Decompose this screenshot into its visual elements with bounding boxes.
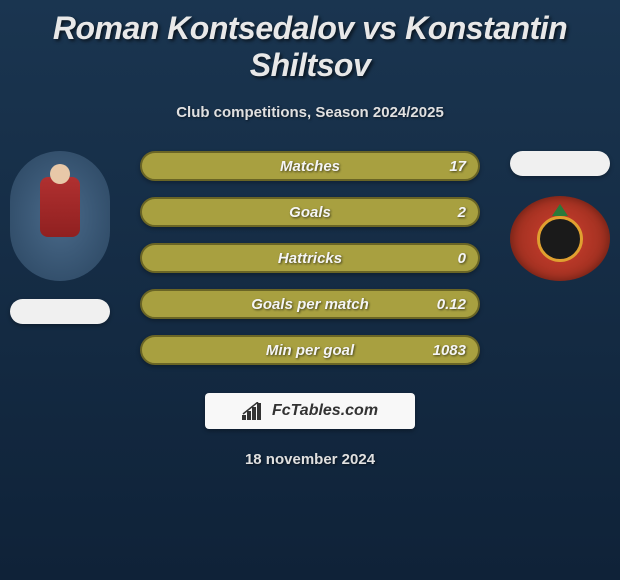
player-right-value-pill	[510, 151, 610, 176]
season-subtitle: Club competitions, Season 2024/2025	[0, 104, 620, 121]
stat-value: 2	[458, 204, 466, 221]
chart-icon	[242, 402, 266, 420]
player-left-photo	[10, 151, 110, 281]
player-left-value-pill	[10, 299, 110, 324]
main-content: Matches 17 Goals 2 Hattricks 0 Goals per…	[0, 151, 620, 381]
stat-label: Goals per match	[251, 296, 369, 313]
comparison-date: 18 november 2024	[0, 451, 620, 468]
stat-bar-goals: Goals 2	[140, 197, 480, 227]
player-right-column	[510, 151, 610, 281]
stat-value: 0	[458, 250, 466, 267]
stat-label: Matches	[280, 158, 340, 175]
stat-label: Hattricks	[278, 250, 342, 267]
player-left-column	[10, 151, 110, 324]
stat-bar-min-per-goal: Min per goal 1083	[140, 335, 480, 365]
stat-label: Min per goal	[266, 342, 354, 359]
branding-badge: FcTables.com	[205, 393, 415, 429]
stat-label: Goals	[289, 204, 331, 221]
comparison-title: Roman Kontsedalov vs Konstantin Shiltsov	[0, 0, 620, 84]
stat-bar-matches: Matches 17	[140, 151, 480, 181]
stat-bar-hattricks: Hattricks 0	[140, 243, 480, 273]
stat-value: 17	[449, 158, 466, 175]
branding-text: FcTables.com	[272, 402, 378, 420]
stat-value: 1083	[433, 342, 466, 359]
stat-bar-goals-per-match: Goals per match 0.12	[140, 289, 480, 319]
stat-value: 0.12	[437, 296, 466, 313]
stats-list: Matches 17 Goals 2 Hattricks 0 Goals per…	[110, 151, 510, 381]
team-right-logo	[510, 196, 610, 281]
